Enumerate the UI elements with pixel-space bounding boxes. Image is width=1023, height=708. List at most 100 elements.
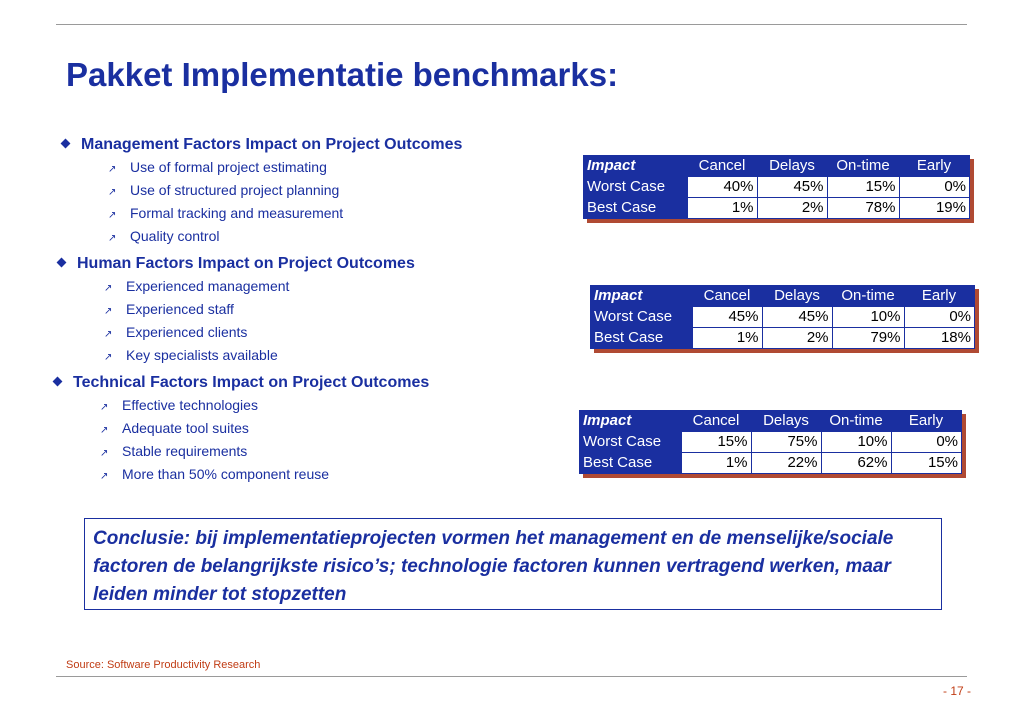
list-item-text: Formal tracking and measurement xyxy=(130,205,344,221)
list-item: ↗ Effective technologies xyxy=(54,394,429,417)
section-heading-text: Technical Factors Impact on Project Outc… xyxy=(73,374,430,391)
list-item-text: More than 50% component reuse xyxy=(122,466,330,482)
table-header-cell: On-time xyxy=(841,287,895,304)
section-heading: Management Factors Impact on Project Out… xyxy=(60,134,463,156)
table-row: Best Case 1% 22% 62% 15% xyxy=(580,452,962,474)
list-item: ↗ Experienced clients xyxy=(58,321,415,344)
section-heading: Technical Factors Impact on Project Outc… xyxy=(52,372,430,394)
arrow-bullet-icon: ↗ xyxy=(108,187,117,198)
table-header-cell: Impact xyxy=(583,412,632,430)
list-item-text: Stable requirements xyxy=(122,443,248,459)
table-cell: 62% xyxy=(820,452,892,474)
section-heading-text: Human Factors Impact on Project Outcomes xyxy=(77,255,415,272)
list-item: ↗ Use of structured project planning xyxy=(62,179,462,202)
arrow-bullet-icon: ↗ xyxy=(100,402,109,413)
table-cell: 45% xyxy=(756,176,828,198)
table-header-cell: On-time xyxy=(829,412,883,429)
table-cell: 0% xyxy=(903,306,975,328)
table-cell: 45% xyxy=(691,306,763,328)
table-header-cell: Early xyxy=(921,287,957,304)
list-item: ↗ More than 50% component reuse xyxy=(54,463,429,486)
table-cell: 0% xyxy=(890,431,962,453)
section-human: Human Factors Impact on Project Outcomes… xyxy=(56,253,415,367)
list-item: ↗ Adequate tool suites xyxy=(54,417,429,440)
list-item-text: Key specialists available xyxy=(126,347,278,363)
arrow-bullet-icon: ↗ xyxy=(108,233,117,244)
arrow-bullet-icon: ↗ xyxy=(104,283,113,294)
table-header-cell: Early xyxy=(908,412,944,429)
table-header-cell: Delays xyxy=(769,157,815,174)
list-item-text: Adequate tool suites xyxy=(122,420,249,436)
table-row: Best Case 1% 2% 79% 18% xyxy=(591,327,975,349)
table-header-row: Impact Cancel Delays On-time Early xyxy=(580,411,962,432)
table-cell: 22% xyxy=(750,452,822,474)
table-cell: 0% xyxy=(898,176,970,198)
table-cell: 10% xyxy=(831,306,905,328)
table-cell: 40% xyxy=(686,176,758,198)
section-heading-text: Management Factors Impact on Project Out… xyxy=(81,136,463,153)
table-cell: 1% xyxy=(680,452,752,474)
diamond-bullet-icon xyxy=(52,376,63,387)
table-header-cell: Impact xyxy=(594,287,643,305)
table-header-cell: Cancel xyxy=(692,412,740,429)
arrow-bullet-icon: ↗ xyxy=(104,329,113,340)
list-item: ↗ Formal tracking and measurement xyxy=(62,202,462,225)
arrow-bullet-icon: ↗ xyxy=(100,448,109,459)
table-cell: 2% xyxy=(756,197,828,219)
row-label: Worst Case xyxy=(587,178,666,195)
list-item: ↗ Stable requirements xyxy=(54,440,429,463)
table-cell: 10% xyxy=(820,431,892,453)
list-item-text: Experienced management xyxy=(126,278,290,294)
table-cell: 15% xyxy=(890,452,962,474)
row-label: Best Case xyxy=(583,453,653,471)
conclusion-box: Conclusie: bij implementatieprojecten vo… xyxy=(84,518,942,610)
table-cell: 19% xyxy=(898,197,970,219)
table-cell: 15% xyxy=(826,176,900,198)
table-header-row: Impact Cancel Delays On-time Early xyxy=(591,286,975,307)
table-header-cell: On-time xyxy=(836,157,890,174)
list-item-text: Quality control xyxy=(130,228,220,244)
row-label: Worst Case xyxy=(594,308,673,325)
list-item: ↗ Use of formal project estimating xyxy=(62,156,462,179)
diamond-bullet-icon xyxy=(56,257,67,268)
section-technical: Technical Factors Impact on Project Outc… xyxy=(52,372,430,486)
row-label: Best Case xyxy=(587,198,657,216)
row-label: Worst Case xyxy=(583,433,662,450)
list-item-text: Experienced clients xyxy=(126,324,248,340)
impact-table-management: Impact Cancel Delays On-time Early Worst… xyxy=(583,155,970,219)
list-item: ↗ Experienced staff xyxy=(58,298,415,321)
table-header-cell: Delays xyxy=(763,412,809,429)
list-item-text: Use of structured project planning xyxy=(130,182,340,198)
arrow-bullet-icon: ↗ xyxy=(100,471,109,482)
table-cell: 79% xyxy=(831,327,905,349)
table-cell: 15% xyxy=(680,431,752,453)
arrow-bullet-icon: ↗ xyxy=(104,352,113,363)
table-header-cell: Cancel xyxy=(703,287,751,304)
arrow-bullet-icon: ↗ xyxy=(108,164,117,175)
table-header-cell: Early xyxy=(916,157,952,174)
list-item: ↗ Experienced management xyxy=(58,275,415,298)
impact-table-human: Impact Cancel Delays On-time Early Worst… xyxy=(590,285,975,349)
table-row: Worst Case 40% 45% 15% 0% xyxy=(584,176,970,198)
table-cell: 1% xyxy=(691,327,763,349)
arrow-bullet-icon: ↗ xyxy=(104,306,113,317)
table-cell: 45% xyxy=(761,306,833,328)
table-row: Worst Case 15% 75% 10% 0% xyxy=(580,431,962,453)
table-header-row: Impact Cancel Delays On-time Early xyxy=(584,156,970,177)
section-management: Management Factors Impact on Project Out… xyxy=(60,134,463,248)
arrow-bullet-icon: ↗ xyxy=(100,425,109,436)
list-item-text: Use of formal project estimating xyxy=(130,159,327,175)
table-cell: 75% xyxy=(750,431,822,453)
table-header-cell: Impact xyxy=(587,157,636,175)
top-rule xyxy=(56,24,967,25)
table-cell: 18% xyxy=(903,327,975,349)
diamond-bullet-icon xyxy=(60,138,71,149)
bottom-rule xyxy=(56,676,967,677)
table-row: Best Case 1% 2% 78% 19% xyxy=(584,197,970,219)
table-cell: 2% xyxy=(761,327,833,349)
impact-table-technical: Impact Cancel Delays On-time Early Worst… xyxy=(579,410,962,474)
list-item-text: Effective technologies xyxy=(122,397,258,413)
table-header-cell: Cancel xyxy=(698,157,746,174)
page-number: - 17 - xyxy=(942,684,971,698)
section-heading: Human Factors Impact on Project Outcomes xyxy=(56,253,415,275)
